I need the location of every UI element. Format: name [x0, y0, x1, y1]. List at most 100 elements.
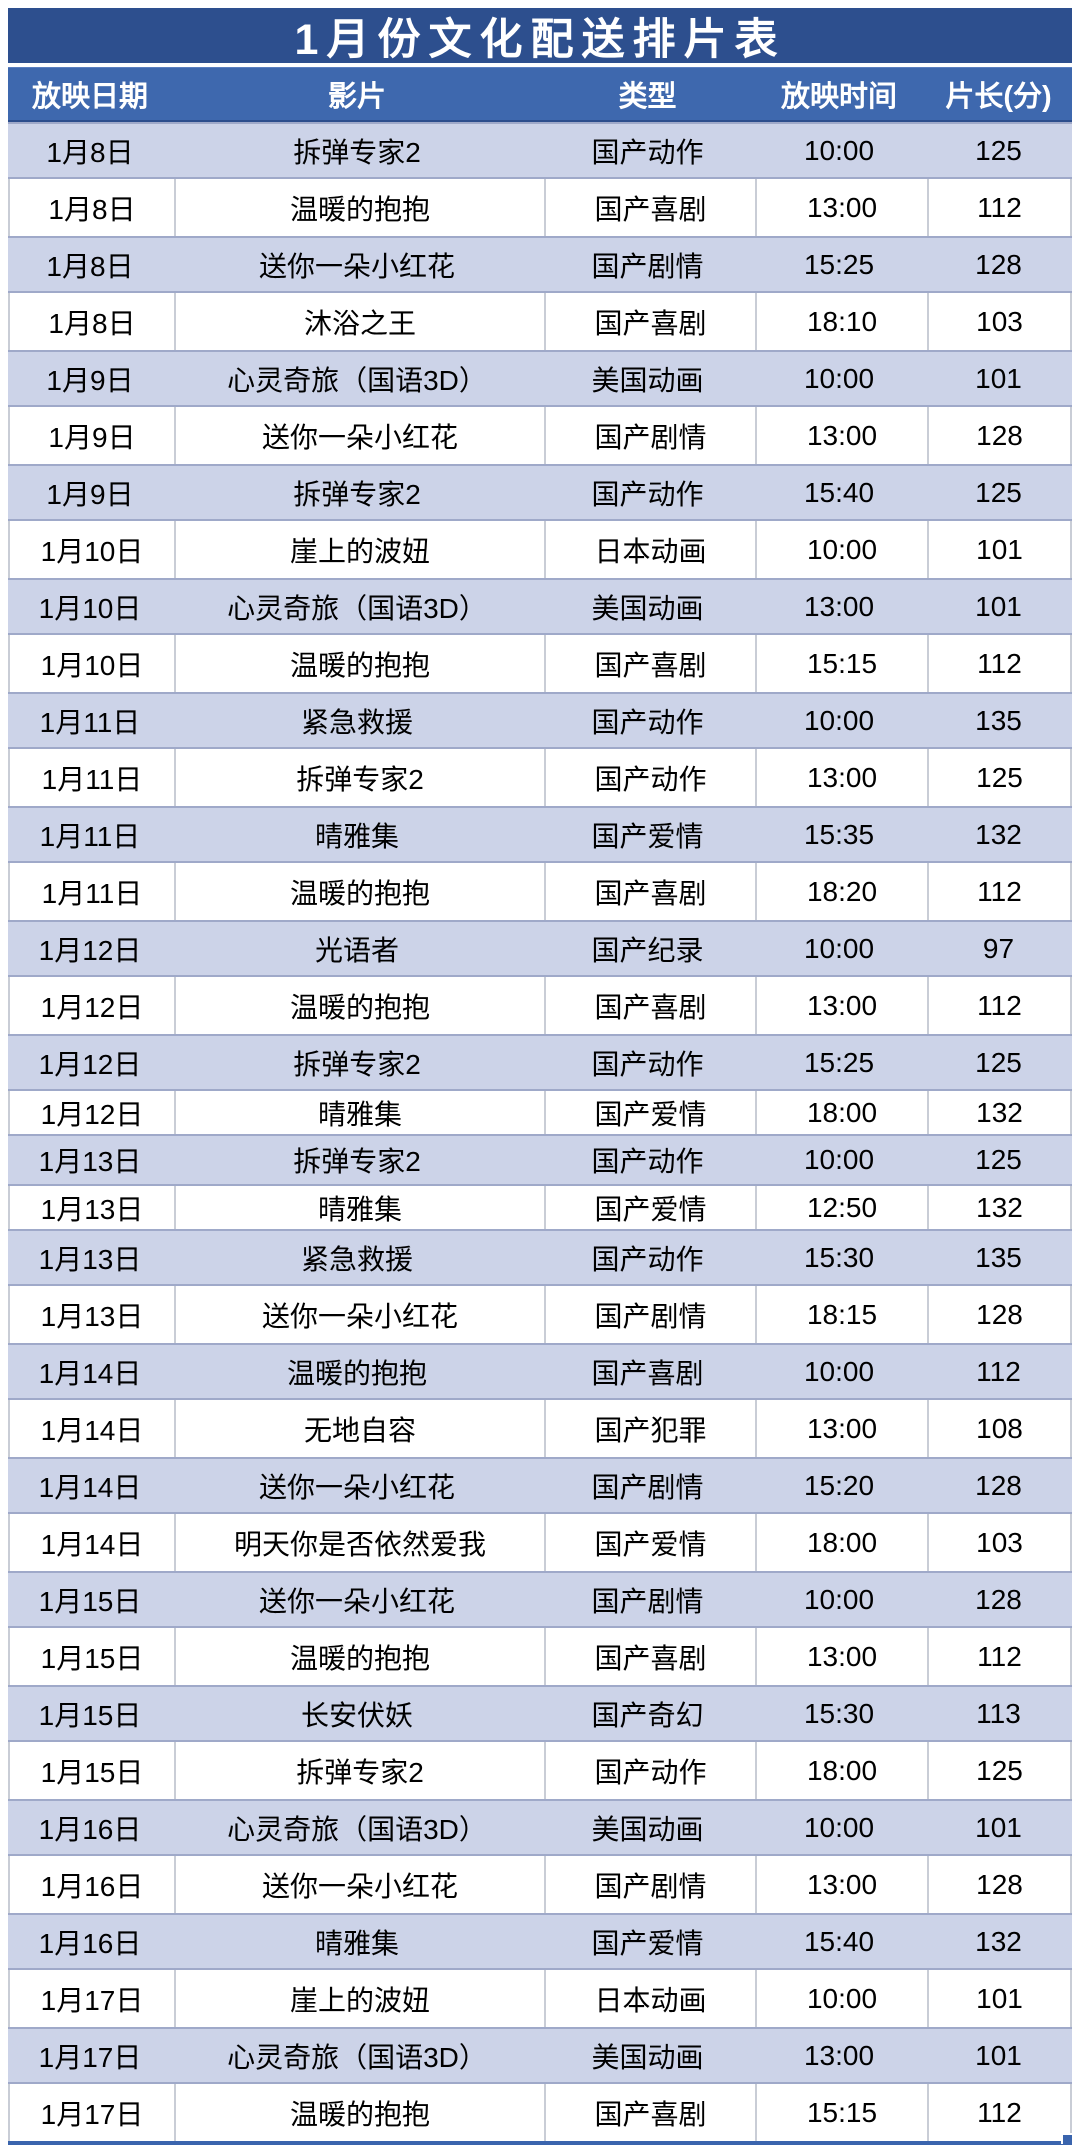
cell-genre[interactable]: 国产动作 [544, 749, 755, 806]
cell-film[interactable]: 拆弹专家2 [293, 1146, 421, 1177]
cell-date[interactable]: 1月17日 [38, 2041, 142, 2073]
cell-time[interactable]: 18:00 [755, 1091, 927, 1134]
autofill-handle-icon[interactable] [1061, 2133, 1072, 2144]
cell-date[interactable]: 1月12日 [38, 1048, 142, 1080]
cell-time[interactable]: 13:00 [755, 179, 927, 236]
cell-date[interactable]: 1月17日 [40, 1984, 144, 2016]
cell-genre[interactable]: 国产喜剧 [544, 2084, 755, 2141]
cell-date[interactable]: 1月13日 [38, 1243, 142, 1275]
cell-date[interactable]: 1月14日 [38, 1357, 142, 1389]
cell-duration[interactable]: 113 [976, 1697, 1021, 1729]
header-cell-genre[interactable]: 类型 [618, 81, 677, 113]
cell-genre[interactable]: 国产剧情 [591, 1585, 704, 1617]
cell-time[interactable]: 15:25 [803, 1046, 875, 1078]
cell-genre[interactable]: 国产动作 [591, 1048, 704, 1080]
cell-date[interactable]: 1月13日 [40, 1193, 144, 1225]
cell-film[interactable]: 晴雅集 [174, 1091, 544, 1134]
cell-time[interactable]: 13:00 [755, 407, 927, 464]
cell-film[interactable]: 心灵奇旅（国语3D） [227, 592, 487, 624]
cell-duration[interactable]: 112 [927, 863, 1070, 920]
cell-duration[interactable]: 128 [927, 1286, 1070, 1343]
cell-duration[interactable]: 101 [927, 1970, 1070, 2027]
cell-genre[interactable]: 国产动作 [591, 706, 704, 738]
cell-date[interactable]: 1月15日 [40, 1642, 144, 1674]
cell-time[interactable]: 15:15 [755, 635, 927, 692]
cell-date[interactable]: 1月15日 [40, 1756, 144, 1788]
header-cell-date[interactable]: 放映日期 [31, 81, 148, 113]
cell-film[interactable]: 崖上的波妞 [174, 521, 544, 578]
cell-genre[interactable]: 国产喜剧 [544, 293, 755, 350]
cell-duration[interactable]: 125 [975, 1144, 1022, 1175]
cell-date[interactable]: 1月11日 [41, 763, 143, 795]
cell-genre[interactable]: 国产纪录 [591, 934, 704, 966]
cell-time[interactable]: 10:00 [803, 1811, 875, 1843]
cell-time[interactable]: 15:35 [803, 818, 875, 850]
cell-genre[interactable]: 国产动作 [591, 478, 704, 510]
cell-film[interactable]: 拆弹专家2 [293, 1048, 421, 1080]
cell-film[interactable]: 晴雅集 [174, 1186, 544, 1229]
cell-time[interactable]: 18:10 [755, 293, 927, 350]
cell-film[interactable]: 崖上的波妞 [174, 1970, 544, 2027]
cell-date[interactable]: 1月11日 [39, 820, 141, 852]
cell-date[interactable]: 1月17日 [40, 2098, 144, 2130]
cell-date[interactable]: 1月8日 [46, 250, 134, 282]
cell-date[interactable]: 1月8日 [48, 193, 136, 225]
cell-date[interactable]: 1月14日 [40, 1414, 144, 1446]
cell-film[interactable]: 晴雅集 [314, 820, 399, 852]
cell-time[interactable]: 10:00 [755, 1970, 927, 2027]
cell-film[interactable]: 送你一朵小红花 [174, 1856, 544, 1913]
cell-duration[interactable]: 112 [927, 635, 1070, 692]
cell-duration[interactable]: 112 [927, 179, 1070, 236]
cell-film[interactable]: 拆弹专家2 [293, 136, 421, 168]
cell-time[interactable]: 13:00 [755, 1400, 927, 1457]
cell-duration[interactable]: 112 [927, 1628, 1070, 1685]
cell-film[interactable]: 沐浴之王 [174, 293, 544, 350]
cell-genre[interactable]: 美国动画 [591, 2041, 704, 2073]
cell-genre[interactable]: 国产喜剧 [544, 635, 755, 692]
cell-duration[interactable]: 101 [975, 590, 1022, 622]
cell-film[interactable]: 心灵奇旅（国语3D） [227, 364, 487, 396]
cell-date[interactable]: 1月10日 [40, 535, 144, 567]
cell-date[interactable]: 1月8日 [48, 307, 136, 339]
cell-time[interactable]: 10:00 [803, 1144, 875, 1175]
header-cell-time[interactable]: 放映时间 [780, 81, 897, 113]
cell-time[interactable]: 10:00 [755, 521, 927, 578]
cell-duration[interactable]: 135 [975, 704, 1022, 736]
cell-time[interactable]: 13:00 [755, 1628, 927, 1685]
cell-time[interactable]: 13:00 [755, 977, 927, 1034]
cell-duration[interactable]: 125 [927, 749, 1070, 806]
cell-film[interactable]: 拆弹专家2 [174, 1742, 544, 1799]
cell-genre[interactable]: 美国动画 [591, 364, 704, 396]
cell-duration[interactable]: 101 [975, 1811, 1022, 1843]
cell-duration[interactable]: 132 [975, 1925, 1022, 1957]
cell-genre[interactable]: 国产动作 [544, 1742, 755, 1799]
cell-date[interactable]: 1月9日 [48, 421, 136, 453]
cell-genre[interactable]: 国产动作 [591, 1146, 704, 1177]
cell-film[interactable]: 明天你是否依然爱我 [174, 1514, 544, 1571]
cell-time[interactable]: 18:00 [755, 1742, 927, 1799]
cell-date[interactable]: 1月12日 [38, 934, 142, 966]
cell-film[interactable]: 温暖的抱抱 [174, 1628, 544, 1685]
cell-date[interactable]: 1月10日 [38, 592, 142, 624]
cell-duration[interactable]: 108 [927, 1400, 1070, 1457]
cell-genre[interactable]: 美国动画 [591, 592, 704, 624]
cell-date[interactable]: 1月13日 [38, 1146, 142, 1177]
cell-time[interactable]: 15:15 [755, 2084, 927, 2141]
cell-duration[interactable]: 103 [927, 1514, 1070, 1571]
cell-date[interactable]: 1月13日 [40, 1300, 144, 1332]
cell-duration[interactable]: 128 [975, 248, 1022, 280]
cell-date[interactable]: 1月8日 [46, 136, 134, 168]
cell-duration[interactable]: 101 [975, 2039, 1022, 2071]
cell-genre[interactable]: 国产喜剧 [591, 1357, 704, 1389]
cell-film[interactable]: 温暖的抱抱 [174, 2084, 544, 2141]
cell-genre[interactable]: 国产爱情 [544, 1091, 755, 1134]
cell-genre[interactable]: 国产剧情 [544, 407, 755, 464]
cell-film[interactable]: 温暖的抱抱 [174, 179, 544, 236]
cell-time[interactable]: 18:00 [755, 1514, 927, 1571]
cell-duration[interactable]: 132 [927, 1186, 1070, 1229]
cell-date[interactable]: 1月9日 [46, 478, 134, 510]
header-cell-film[interactable]: 影片 [327, 81, 386, 113]
cell-film[interactable]: 温暖的抱抱 [174, 977, 544, 1034]
cell-film[interactable]: 温暖的抱抱 [286, 1357, 427, 1389]
cell-duration[interactable]: 125 [975, 476, 1022, 508]
